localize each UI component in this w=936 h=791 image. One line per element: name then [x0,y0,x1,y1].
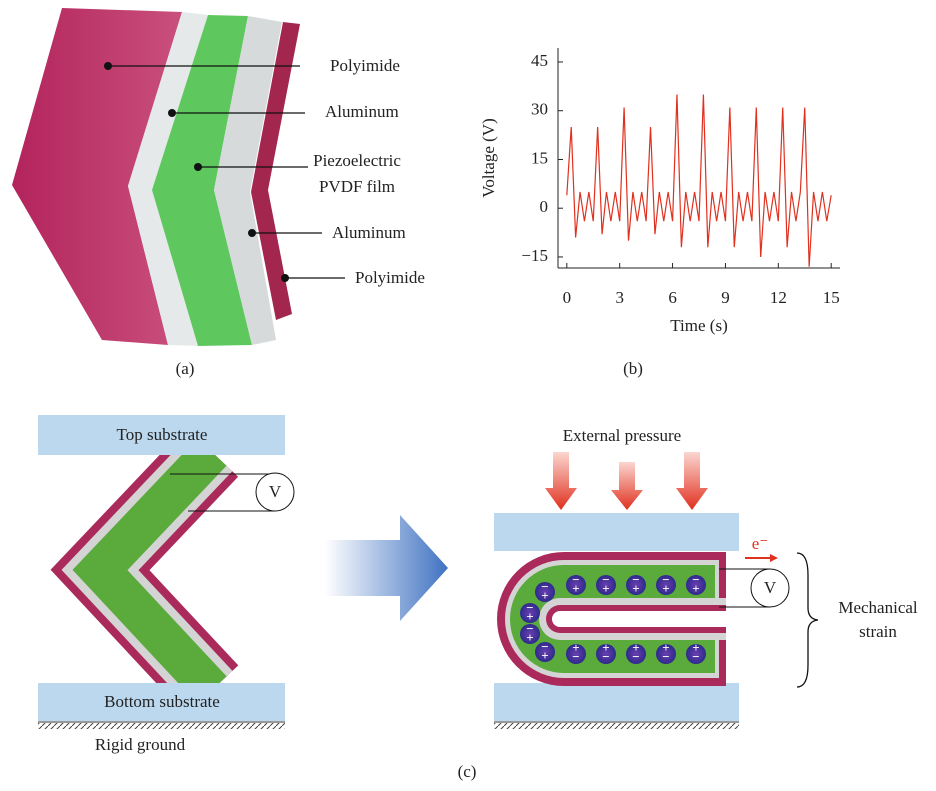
charge: + [602,581,609,596]
substrate-label: Bottom substrate [104,692,220,711]
x-tick-label: 6 [668,288,677,307]
top-substrate [494,513,739,551]
x-tick-label: 3 [615,288,624,307]
charge: + [541,588,548,603]
charge: + [541,648,548,663]
transition-arrow [325,515,448,621]
ground-hatch [494,723,739,729]
x-tick-label: 15 [823,288,840,307]
charge: + [692,581,699,596]
circuit [719,569,789,607]
ground-label: Rigid ground [95,735,186,754]
strain-label: strain [859,622,897,641]
voltage-line [567,94,831,266]
layer-label: Piezoelectric [313,151,401,170]
charge: + [692,640,699,655]
layer-label: Aluminum [325,102,399,121]
strain-label: Mechanical [838,598,918,617]
substrate-label: Top substrate [117,425,208,444]
y-tick-label: 0 [540,197,549,216]
electron-arrow [745,554,778,562]
caption: (a) [176,359,195,378]
y-tick-label: 45 [531,51,548,70]
pressure-label: External pressure [563,426,681,445]
caption: (b) [623,359,643,378]
pressure-arrows [545,452,708,510]
layer-label: Polyimide [330,56,400,75]
y-tick-label: 15 [531,148,548,167]
electron-label: e⁻ [752,534,769,553]
figure: Polyimide Aluminum Piezoelectric PVDF fi… [0,0,936,791]
layer-label: Aluminum [332,223,406,242]
y-tick-label: −15 [521,246,548,265]
bottom-substrate [494,683,739,721]
charge: + [572,581,579,596]
voltmeter-label: V [269,482,282,501]
voltmeter-label: V [764,578,777,597]
charge: + [662,640,669,655]
caption: (c) [458,762,477,781]
layer-label: PVDF film [319,177,395,196]
y-tick-label: 30 [531,100,548,119]
charge: + [572,640,579,655]
x-axis-label: Time (s) [670,316,727,335]
charge: + [602,640,609,655]
ground-hatch [38,723,285,729]
brace [797,553,818,687]
y-axis-label: Voltage (V) [479,118,498,197]
charge: + [662,581,669,596]
layer-label: Polyimide [355,268,425,287]
chart: −15 0 15 30 45 0 3 6 9 12 15 Voltage (V) Time (s) [479,48,840,335]
charge: + [632,640,639,655]
charge: + [632,581,639,596]
charge: + [526,630,533,645]
x-tick-label: 0 [563,288,572,307]
x-tick-label: 12 [770,288,787,307]
x-tick-label: 9 [721,288,730,307]
bent-film [100,452,212,690]
layer-stack [12,8,300,346]
